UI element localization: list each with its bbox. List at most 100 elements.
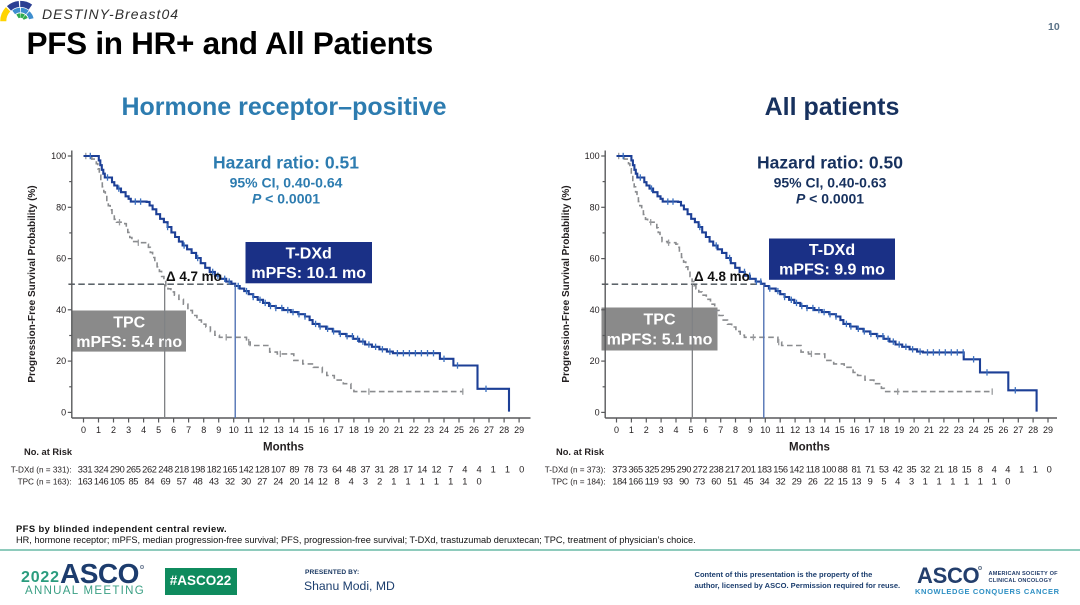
svg-text:1: 1 — [462, 476, 467, 486]
svg-text:20: 20 — [590, 356, 600, 366]
svg-text:182: 182 — [207, 465, 222, 475]
svg-text:21: 21 — [934, 465, 944, 475]
svg-text:16: 16 — [319, 425, 329, 435]
svg-text:60: 60 — [590, 254, 600, 264]
svg-text:128: 128 — [255, 465, 270, 475]
svg-text:12: 12 — [318, 476, 328, 486]
svg-text:95% CI, 0.40-0.63: 95% CI, 0.40-0.63 — [774, 175, 887, 191]
svg-text:248: 248 — [158, 465, 173, 475]
svg-text:9: 9 — [748, 425, 753, 435]
svg-text:24: 24 — [439, 425, 449, 435]
svg-text:9: 9 — [868, 476, 873, 486]
svg-text:78: 78 — [304, 465, 314, 475]
svg-text:51: 51 — [727, 476, 737, 486]
svg-text:T-DXd (n = 331):: T-DXd (n = 331): — [11, 466, 72, 475]
svg-text:Hazard ratio: 0.51: Hazard ratio: 0.51 — [213, 153, 359, 173]
svg-text:TPC (n = 184):: TPC (n = 184): — [552, 477, 606, 486]
svg-text:4: 4 — [673, 425, 678, 435]
svg-text:Progression-Free Survival Prob: Progression-Free Survival Probability (%… — [561, 185, 572, 382]
svg-text:3: 3 — [126, 425, 131, 435]
svg-text:295: 295 — [661, 465, 676, 475]
svg-text:69: 69 — [161, 476, 171, 486]
svg-text:22: 22 — [409, 425, 419, 435]
svg-text:1: 1 — [434, 476, 439, 486]
svg-text:40: 40 — [56, 305, 66, 315]
svg-text:TPC: TPC — [113, 315, 145, 332]
svg-text:80: 80 — [590, 202, 600, 212]
svg-text:30: 30 — [241, 476, 251, 486]
svg-text:107: 107 — [271, 465, 286, 475]
svg-text:1: 1 — [1019, 465, 1024, 475]
svg-text:4: 4 — [992, 465, 997, 475]
svg-text:1: 1 — [96, 425, 101, 435]
svg-text:No. at Risk: No. at Risk — [24, 447, 73, 457]
svg-text:5: 5 — [688, 425, 693, 435]
svg-text:27: 27 — [484, 425, 494, 435]
svg-text:142: 142 — [789, 465, 804, 475]
svg-text:16: 16 — [850, 425, 860, 435]
svg-text:1: 1 — [491, 465, 496, 475]
svg-text:60: 60 — [56, 254, 66, 264]
svg-text:166: 166 — [628, 476, 643, 486]
svg-text:2: 2 — [377, 476, 382, 486]
svg-text:14: 14 — [289, 425, 299, 435]
svg-text:1: 1 — [950, 476, 955, 486]
svg-text:14: 14 — [304, 476, 314, 486]
svg-text:12: 12 — [259, 425, 269, 435]
svg-text:35: 35 — [907, 465, 917, 475]
svg-text:32: 32 — [225, 476, 235, 486]
svg-text:1: 1 — [405, 476, 410, 486]
svg-text:4: 4 — [141, 425, 146, 435]
svg-text:20: 20 — [56, 356, 66, 366]
svg-text:4: 4 — [895, 476, 900, 486]
svg-text:88: 88 — [838, 465, 848, 475]
svg-text:32: 32 — [776, 476, 786, 486]
svg-text:23: 23 — [424, 425, 434, 435]
svg-text:324: 324 — [94, 465, 109, 475]
svg-text:1: 1 — [391, 476, 396, 486]
svg-text:21: 21 — [924, 425, 934, 435]
svg-text:17: 17 — [403, 465, 413, 475]
svg-text:20: 20 — [379, 425, 389, 435]
svg-text:8: 8 — [201, 425, 206, 435]
svg-text:217: 217 — [725, 465, 740, 475]
svg-text:163: 163 — [78, 476, 93, 486]
svg-text:24: 24 — [273, 476, 283, 486]
svg-text:43: 43 — [209, 476, 219, 486]
svg-text:45: 45 — [743, 476, 753, 486]
svg-text:T-DXd: T-DXd — [286, 246, 332, 263]
svg-text:8: 8 — [978, 465, 983, 475]
svg-text:100: 100 — [51, 151, 66, 161]
svg-text:365: 365 — [628, 465, 643, 475]
svg-text:25: 25 — [983, 425, 993, 435]
svg-text:100: 100 — [585, 151, 600, 161]
svg-text:17: 17 — [864, 425, 874, 435]
svg-text:89: 89 — [289, 465, 299, 475]
svg-text:84: 84 — [145, 476, 155, 486]
svg-text:290: 290 — [110, 465, 125, 475]
svg-text:19: 19 — [364, 425, 374, 435]
svg-text:142: 142 — [239, 465, 254, 475]
svg-text:18: 18 — [879, 425, 889, 435]
svg-text:48: 48 — [346, 465, 356, 475]
svg-text:373: 373 — [612, 465, 627, 475]
svg-text:262: 262 — [142, 465, 157, 475]
svg-text:No. at Risk: No. at Risk — [556, 447, 605, 457]
svg-text:4: 4 — [349, 476, 354, 486]
svg-text:119: 119 — [645, 476, 659, 486]
svg-text:105: 105 — [110, 476, 125, 486]
svg-text:60: 60 — [711, 476, 721, 486]
svg-text:8: 8 — [733, 425, 738, 435]
svg-text:mPFS: 5.4 mo: mPFS: 5.4 mo — [76, 334, 182, 351]
svg-text:T-DXd: T-DXd — [809, 242, 855, 259]
svg-text:4: 4 — [476, 465, 481, 475]
svg-text:8: 8 — [334, 476, 339, 486]
svg-text:0: 0 — [61, 408, 66, 418]
svg-text:29: 29 — [1043, 425, 1053, 435]
svg-text:156: 156 — [773, 465, 788, 475]
svg-text:Δ 4.7 mo: Δ 4.7 mo — [166, 269, 222, 284]
svg-text:P < 0.0001: P < 0.0001 — [796, 191, 864, 207]
svg-text:1: 1 — [629, 425, 634, 435]
svg-text:40: 40 — [590, 305, 600, 315]
svg-text:14: 14 — [417, 465, 427, 475]
